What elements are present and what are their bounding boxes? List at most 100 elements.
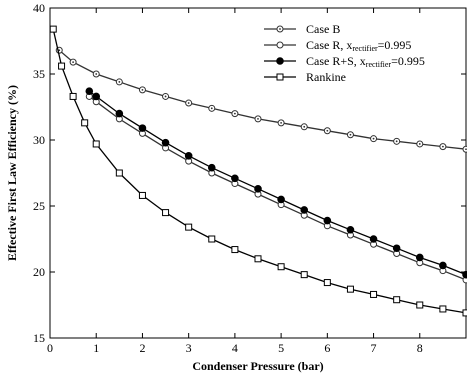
data-point xyxy=(58,62,66,70)
data-point xyxy=(138,124,147,132)
data-point xyxy=(277,195,285,204)
y-tick-label: 40 xyxy=(33,1,45,15)
data-point xyxy=(254,255,262,263)
data-point xyxy=(439,261,447,270)
data-point xyxy=(323,279,331,287)
data-point xyxy=(207,163,216,172)
data-point-dot xyxy=(441,145,444,148)
data-point xyxy=(462,145,467,153)
data-point xyxy=(161,138,170,147)
legend-item: Case R, xrectifier=0.995 xyxy=(264,38,411,53)
data-point xyxy=(300,271,308,279)
legend-marker xyxy=(276,41,284,49)
x-tick-label: 5 xyxy=(278,341,284,355)
x-tick-label: 6 xyxy=(324,341,330,355)
data-point xyxy=(346,225,355,234)
data-point xyxy=(369,235,378,243)
data-point xyxy=(323,216,332,225)
y-tick-label: 30 xyxy=(33,133,45,147)
plot-frame xyxy=(49,7,467,339)
legend-label: Case R, xrectifier=0.995 xyxy=(306,38,411,53)
data-point-dot xyxy=(72,61,75,64)
data-point xyxy=(115,169,123,177)
legend-item: Rankine xyxy=(264,70,346,84)
legend-label: Rankine xyxy=(306,70,346,84)
data-point-dot xyxy=(118,81,121,83)
data-point-dot xyxy=(58,49,61,52)
data-point xyxy=(162,209,170,217)
series-0 xyxy=(55,46,467,153)
data-point-dot xyxy=(326,129,329,132)
data-point xyxy=(138,191,146,199)
y-tick-label: 15 xyxy=(33,331,45,345)
data-point xyxy=(277,263,285,271)
data-point xyxy=(416,301,424,309)
data-point-dot xyxy=(141,88,144,91)
data-point xyxy=(81,119,89,127)
legend-marker xyxy=(276,57,284,65)
series-3 xyxy=(49,25,467,317)
data-point-dot xyxy=(164,95,167,98)
series-1 xyxy=(85,92,467,284)
axis-ticks: 0 1 2 3 4 5 6 7 8 15 20 25 30 35 40 xyxy=(33,1,466,355)
data-point-dot xyxy=(257,117,259,120)
data-point xyxy=(392,244,401,253)
data-point xyxy=(69,92,77,100)
data-point xyxy=(346,285,354,293)
data-point xyxy=(184,152,193,160)
data-point xyxy=(92,140,100,148)
data-point-dot xyxy=(210,107,213,110)
data-point xyxy=(92,92,101,101)
data-point xyxy=(85,87,94,95)
data-point xyxy=(462,270,467,279)
data-point xyxy=(393,296,401,304)
series-2 xyxy=(85,87,467,279)
data-point-dot xyxy=(372,137,375,140)
data-point-dot xyxy=(95,73,98,75)
y-tick-label: 25 xyxy=(33,199,45,213)
data-point xyxy=(185,223,193,231)
x-tick-label: 8 xyxy=(417,341,423,355)
y-axis-title: Effective First Law Efficiency (%) xyxy=(5,85,19,261)
data-point xyxy=(208,235,216,243)
y-tick-label: 35 xyxy=(33,67,45,81)
data-point-dot xyxy=(280,121,283,124)
data-point xyxy=(415,253,424,262)
data-point xyxy=(231,246,239,254)
data-point xyxy=(49,25,57,33)
legend-label: Case B xyxy=(306,22,340,36)
x-tick-label: 3 xyxy=(186,341,192,355)
series-line xyxy=(88,90,467,276)
x-axis-title: Condenser Pressure (bar) xyxy=(192,359,323,373)
y-tick-label: 20 xyxy=(33,265,45,279)
data-point-dot xyxy=(303,125,306,128)
x-tick-label: 2 xyxy=(139,341,145,355)
legend-item: Case R+S, xrectifier=0.995 xyxy=(264,54,425,69)
x-tick-label: 7 xyxy=(371,341,377,355)
data-point-dot xyxy=(233,112,236,115)
x-tick-label: 1 xyxy=(93,341,99,355)
data-point xyxy=(254,185,262,193)
data-point-dot xyxy=(187,102,190,104)
data-point-dot xyxy=(418,143,421,145)
series-line xyxy=(88,95,467,281)
series-layer xyxy=(49,25,467,317)
data-point xyxy=(370,290,378,298)
x-tick-label: 4 xyxy=(232,341,238,355)
data-point xyxy=(115,109,124,118)
data-point xyxy=(300,206,309,214)
data-point-dot xyxy=(465,148,467,151)
data-point xyxy=(231,174,239,183)
data-point-dot xyxy=(395,140,398,143)
legend-label: Case R+S, xrectifier=0.995 xyxy=(306,54,425,69)
data-point xyxy=(462,309,467,317)
legend-marker xyxy=(276,73,284,81)
legend-marker-dot xyxy=(279,28,281,30)
x-tick-label: 0 xyxy=(47,341,53,355)
legend-item: Case B xyxy=(264,22,340,36)
data-point xyxy=(439,305,447,313)
series-line xyxy=(52,28,467,314)
data-point-dot xyxy=(349,133,352,136)
